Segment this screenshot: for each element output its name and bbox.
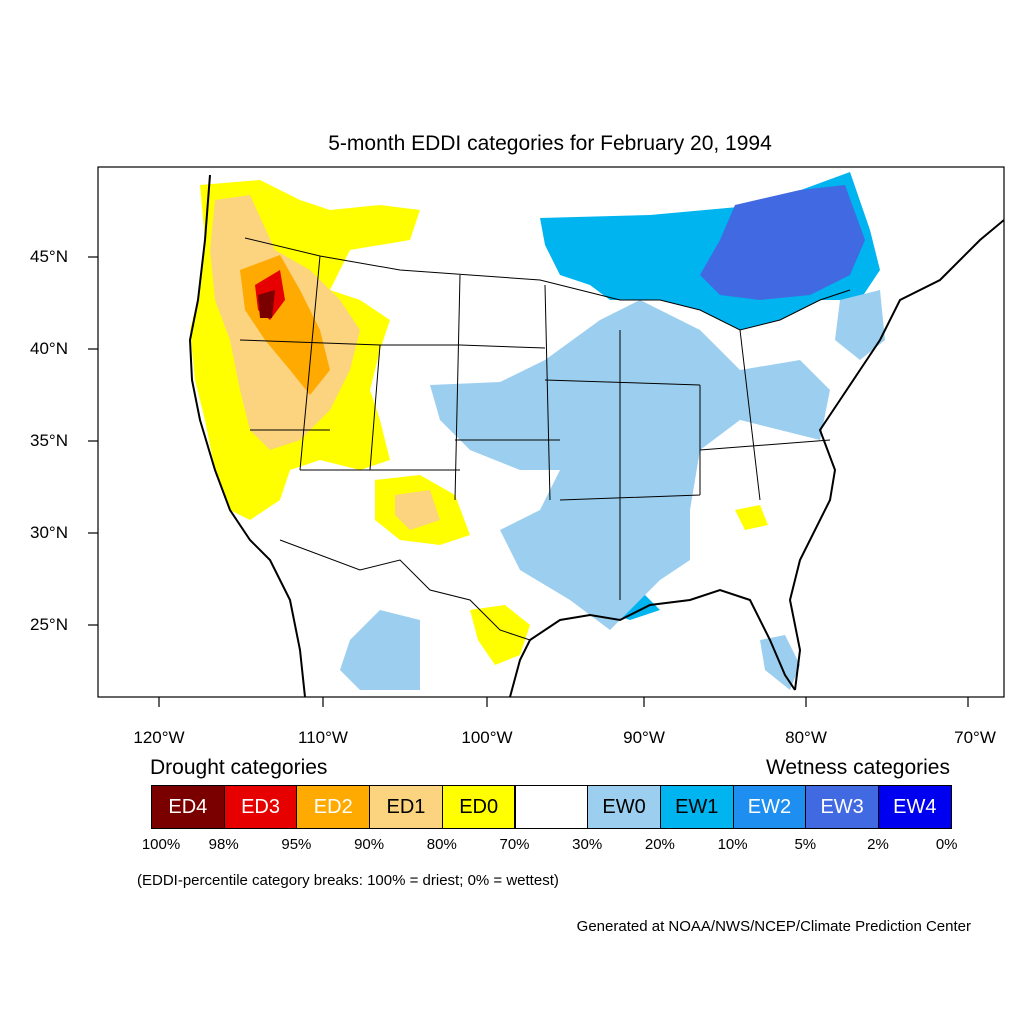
percentile-label: 0% (935, 836, 958, 853)
drought-categories-title: Drought categories (150, 756, 328, 779)
lat-label-35: 35°N (30, 431, 68, 450)
lat-label-40: 40°N (30, 339, 68, 358)
percentile-label: 80% (426, 836, 457, 853)
dry-region-west-ed4 (258, 290, 275, 318)
percentile-label: 95% (281, 836, 312, 853)
legend-box-ed2: ED2 (296, 785, 371, 829)
percentile-label: 5% (794, 836, 817, 853)
legend-box-ed0: ED0 (441, 785, 516, 829)
percentile-label: 10% (717, 836, 748, 853)
lon-label-90: 90°W (623, 728, 665, 747)
wet-region-light-plains (430, 300, 830, 630)
category-breaks-note: (EDDI-percentile category breaks: 100% =… (137, 872, 559, 889)
axis-ticks (88, 256, 969, 707)
credit-text: Generated at NOAA/NWS/NCEP/Climate Predi… (576, 918, 971, 935)
lon-label-70: 70°W (954, 728, 996, 747)
coastline-mexico-east (509, 639, 531, 697)
coastline-gulf (529, 588, 796, 691)
legend-box-ew1: EW1 (659, 785, 734, 829)
percentile-label: 70% (499, 836, 530, 853)
lat-label-30: 30°N (30, 523, 68, 542)
legend-box-neutral (514, 785, 589, 829)
dry-region-texas (470, 605, 530, 665)
percentile-label: 30% (572, 836, 603, 853)
wet-region-ew3-north (700, 185, 865, 300)
border-mexico (279, 539, 531, 641)
wetness-categories-title: Wetness categories (765, 756, 950, 779)
percentile-label: 20% (644, 836, 675, 853)
legend-box-ew0: EW0 (587, 785, 661, 829)
lat-label-25: 25°N (30, 615, 68, 634)
lon-label-100: 100°W (461, 728, 513, 747)
legend-box-ed3: ED3 (223, 785, 298, 829)
percentile-label: 100% (141, 836, 181, 853)
lat-label-45: 45°N (30, 247, 68, 266)
percentile-label: 98% (208, 836, 239, 853)
percentile-label: 2% (867, 836, 889, 853)
dry-region-southwest-ed1 (395, 490, 440, 530)
wet-region-light-mexico (340, 610, 420, 690)
dry-region-carolina (735, 505, 768, 530)
map-title: 5-month EDDI categories for February 20,… (328, 132, 772, 155)
legend-box-ew4: EW4 (878, 785, 952, 829)
state-lines (239, 255, 831, 600)
coastline-east (788, 219, 1004, 691)
lon-label-80: 80°W (785, 728, 827, 747)
map-frame (97, 166, 1005, 698)
lon-label-120: 120°W (133, 728, 185, 747)
legend-box-ew3: EW3 (805, 785, 879, 829)
percentile-label: 90% (354, 836, 385, 853)
coastline-west (188, 174, 306, 697)
wet-region-light-northeast (835, 290, 885, 360)
legend-box-ed4: ED4 (151, 785, 225, 829)
legend-box-ed1: ED1 (369, 785, 443, 829)
lon-label-110: 110°W (298, 728, 348, 747)
legend-box-ew2: EW2 (732, 785, 807, 829)
border-canada (244, 237, 851, 331)
